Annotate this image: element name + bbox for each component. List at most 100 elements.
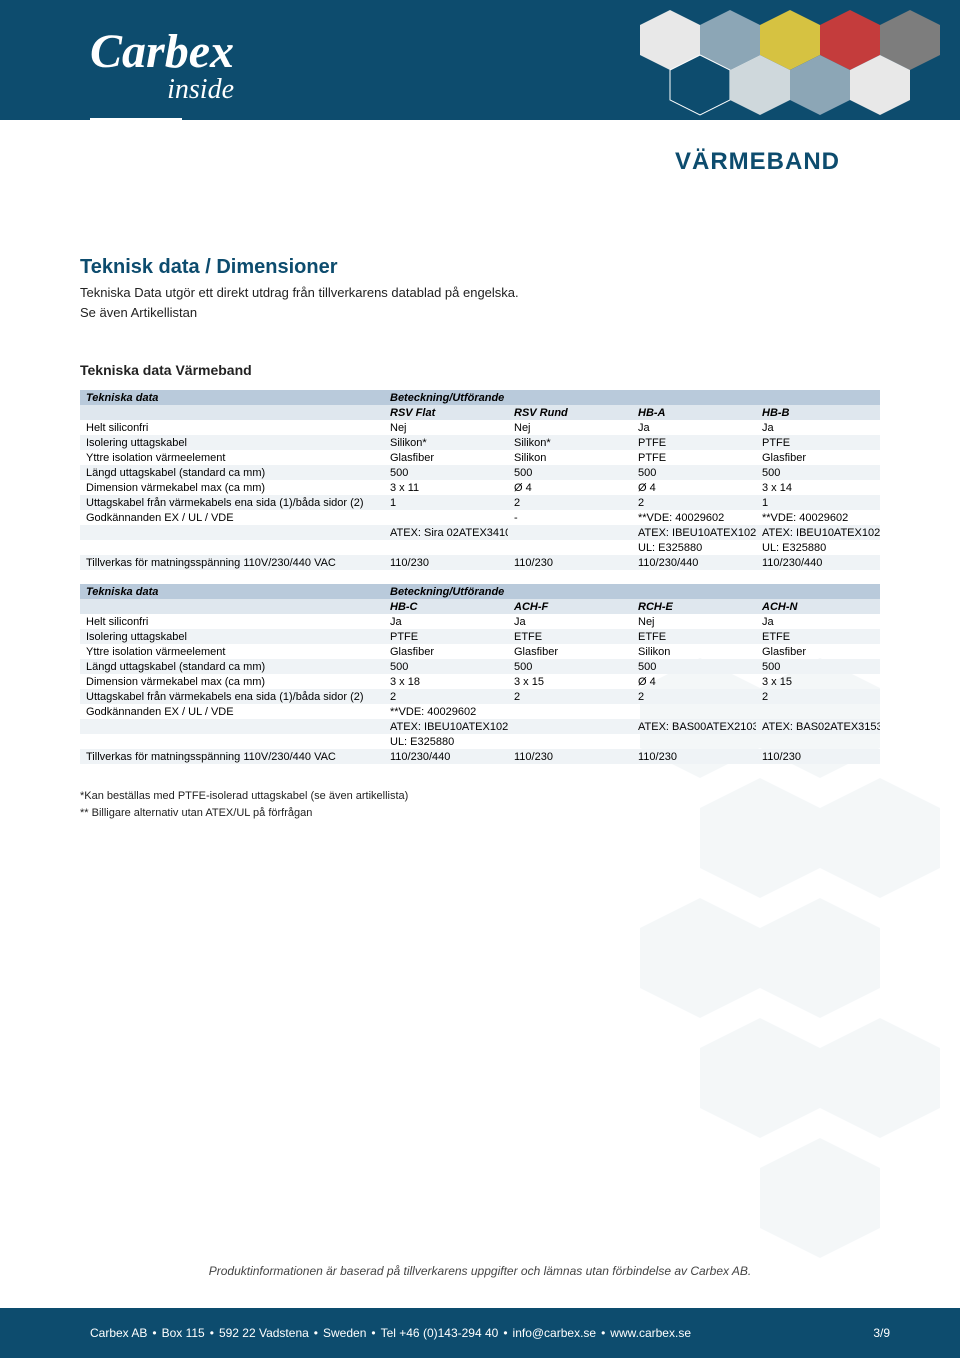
column-header: HB-C — [384, 599, 508, 614]
table-cell: UL: E325880 — [756, 540, 880, 555]
disclaimer: Produktinformationen är baserad på tillv… — [0, 1264, 960, 1278]
table-cell: 1 — [756, 495, 880, 510]
row-label: Godkännanden EX / UL / VDE — [80, 704, 384, 719]
table-cell: Silikon — [632, 644, 756, 659]
table-cell — [632, 704, 756, 719]
table-cell: ATEX: BAS00ATEX2103U — [632, 719, 756, 734]
table-cell: Nej — [632, 614, 756, 629]
table-cell — [508, 734, 632, 749]
table-cell: ATEX: Sira 02ATEX3410U — [384, 525, 508, 540]
table-cell: Ja — [508, 614, 632, 629]
table-cell: Silikon — [508, 450, 632, 465]
table-cell: 500 — [632, 659, 756, 674]
column-header: HB-B — [756, 405, 880, 420]
row-label: Dimension värmekabel max (ca mm) — [80, 480, 384, 495]
table-cell: PTFE — [632, 435, 756, 450]
table-cell: 500 — [384, 465, 508, 480]
header-band: Carbex inside — [0, 0, 960, 120]
table-cell: 110/230 — [508, 555, 632, 570]
row-label: Tillverkas för matningsspänning 110V/230… — [80, 749, 384, 764]
table-cell: **VDE: 40029602 — [632, 510, 756, 525]
table-cell: 3 x 14 — [756, 480, 880, 495]
table-title: Tekniska data Värmeband — [80, 362, 880, 378]
table-cell: 2 — [632, 495, 756, 510]
table-cell: Ja — [756, 614, 880, 629]
row-label: Längd uttagskabel (standard ca mm) — [80, 659, 384, 674]
row-label: Längd uttagskabel (standard ca mm) — [80, 465, 384, 480]
table-cell: UL: E325880 — [384, 734, 508, 749]
row-label: Dimension värmekabel max (ca mm) — [80, 674, 384, 689]
column-header: ACH-F — [508, 599, 632, 614]
table-cell: Ja — [384, 614, 508, 629]
table-cell: 2 — [508, 689, 632, 704]
table-cell — [508, 540, 632, 555]
column-header: RCH-E — [632, 599, 756, 614]
table-cell — [756, 704, 880, 719]
table-cell: 110/230 — [384, 555, 508, 570]
table-cell: Silikon* — [508, 435, 632, 450]
row-label: Tillverkas för matningsspänning 110V/230… — [80, 555, 384, 570]
table-cell — [384, 510, 508, 525]
table-cell: 500 — [756, 659, 880, 674]
table-cell: Glasfiber — [508, 644, 632, 659]
table-cell: 500 — [756, 465, 880, 480]
brand-logo: Carbex inside — [90, 28, 234, 106]
row-label: Isolering uttagskabel — [80, 435, 384, 450]
tech-data-table-1: Tekniska dataBeteckning/UtförandeRSV Fla… — [80, 390, 880, 570]
table-cell: UL: E325880 — [632, 540, 756, 555]
column-header: HB-A — [632, 405, 756, 420]
table-cell: **VDE: 40029602 — [384, 704, 508, 719]
table-cell: Glasfiber — [384, 644, 508, 659]
page-number: 3/9 — [873, 1326, 890, 1340]
table-cell: PTFE — [632, 450, 756, 465]
table-cell: 110/230/440 — [384, 749, 508, 764]
table-cell: Ø 4 — [632, 480, 756, 495]
footer-info: Carbex AB•Box 115•592 22 Vadstena•Sweden… — [90, 1326, 691, 1340]
table-cell: 110/230/440 — [756, 555, 880, 570]
page-title: VÄRMEBAND — [0, 148, 840, 176]
table-cell: 2 — [384, 689, 508, 704]
table-cell: 2 — [632, 689, 756, 704]
row-label: Helt siliconfri — [80, 614, 384, 629]
table-header-label: Tekniska data — [80, 584, 384, 599]
table-cell: Ø 4 — [508, 480, 632, 495]
table-header-span: Beteckning/Utförande — [384, 584, 880, 599]
row-label: Yttre isolation värmeelement — [80, 450, 384, 465]
table-cell: 500 — [384, 659, 508, 674]
table-cell: ETFE — [508, 629, 632, 644]
table-cell — [632, 734, 756, 749]
table-cell: 2 — [756, 689, 880, 704]
table-cell: Ø 4 — [632, 674, 756, 689]
table-cell: PTFE — [384, 629, 508, 644]
table-cell: Glasfiber — [756, 644, 880, 659]
table-header-span: Beteckning/Utförande — [384, 390, 880, 405]
hex-decoration — [610, 0, 960, 120]
table-cell: 500 — [508, 465, 632, 480]
brand-tagline: inside — [90, 74, 234, 106]
row-label — [80, 734, 384, 749]
row-label — [80, 719, 384, 734]
table-cell: 500 — [508, 659, 632, 674]
section-line1: Tekniska Data utgör ett direkt utdrag fr… — [80, 283, 880, 303]
row-label: Godkännanden EX / UL / VDE — [80, 510, 384, 525]
table-cell: 3 x 11 — [384, 480, 508, 495]
table-cell: 110/230 — [756, 749, 880, 764]
section-line2: Se även Artikellistan — [80, 303, 880, 323]
table-cell: **VDE: 40029602 — [756, 510, 880, 525]
table-cell: Glasfiber — [384, 450, 508, 465]
table-cell: ETFE — [756, 629, 880, 644]
table-cell: Ja — [632, 420, 756, 435]
content: Teknisk data / Dimensioner Tekniska Data… — [0, 256, 960, 821]
column-header: RSV Rund — [508, 405, 632, 420]
table-cell: 110/230 — [508, 749, 632, 764]
table-cell: ATEX: IBEU10ATEX1021U — [632, 525, 756, 540]
table-cell: 1 — [384, 495, 508, 510]
row-label: Uttagskabel från värmekabels ena sida (1… — [80, 495, 384, 510]
row-label: Uttagskabel från värmekabels ena sida (1… — [80, 689, 384, 704]
table-cell: 3 x 15 — [756, 674, 880, 689]
footnote-2: ** Billigare alternativ utan ATEX/UL på … — [80, 805, 880, 822]
section-title: Teknisk data / Dimensioner — [80, 256, 880, 279]
table-cell: Silikon* — [384, 435, 508, 450]
table-cell — [508, 704, 632, 719]
row-label — [80, 525, 384, 540]
